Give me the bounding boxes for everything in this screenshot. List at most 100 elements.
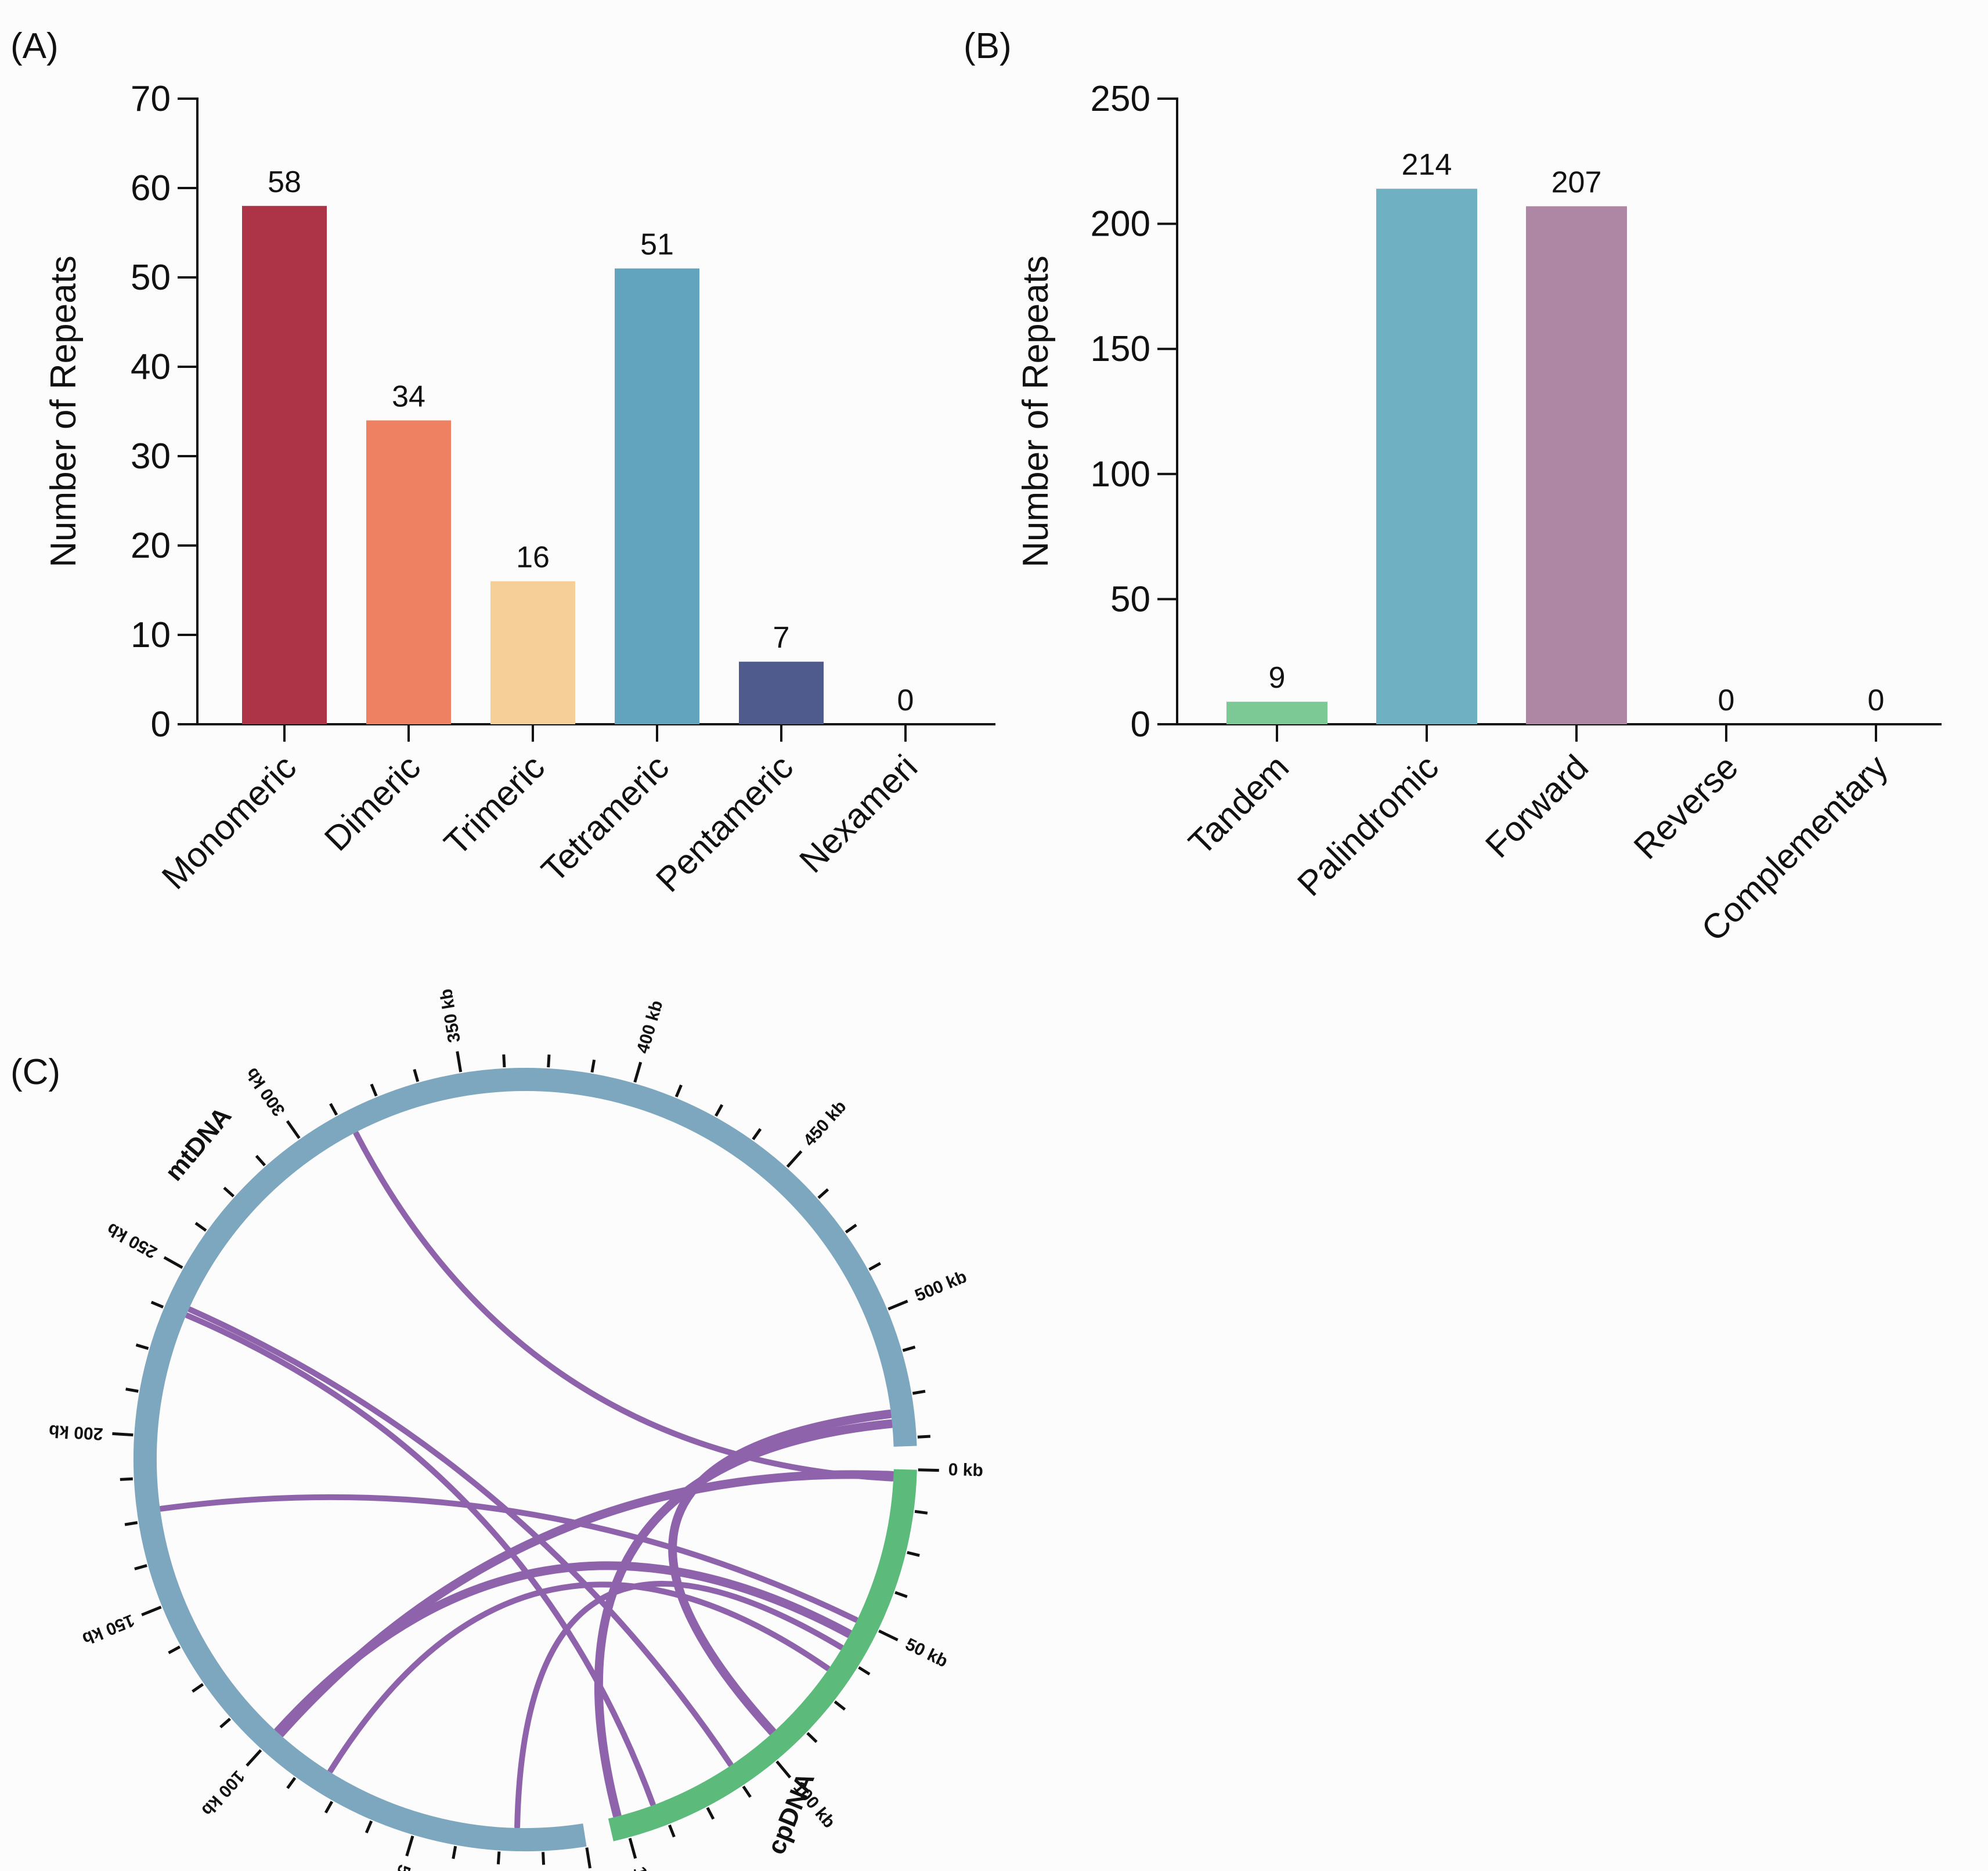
y-tick-label: 70 xyxy=(131,79,171,119)
mtdna-tick xyxy=(163,1256,183,1269)
y-tick-label: 0 xyxy=(1131,705,1150,745)
chord-link xyxy=(594,1419,896,1820)
mtdna-tick xyxy=(192,1683,204,1693)
mtdna-tick xyxy=(219,1717,231,1729)
mtdna-tick xyxy=(168,1645,181,1655)
cpdna-tick xyxy=(858,1666,871,1675)
mtdna-tick xyxy=(141,1605,162,1617)
chord-link xyxy=(184,1312,656,1807)
bar xyxy=(615,268,699,725)
mtdna-tick xyxy=(917,1435,930,1439)
mtdna-tick xyxy=(845,1223,857,1234)
bar-value-label: 16 xyxy=(516,541,550,575)
mtdna-tick xyxy=(112,1432,134,1437)
bar-value-label: 0 xyxy=(897,684,914,717)
mtdna-tick xyxy=(324,1801,334,1814)
bar-value-label: 34 xyxy=(392,380,425,413)
cpdna-tick-label: 150 kb xyxy=(630,1865,663,1871)
bar-value-label: 58 xyxy=(268,165,301,199)
chord-link xyxy=(327,1581,831,1774)
mtdna-arc xyxy=(134,1068,917,1851)
mtdna-tick xyxy=(413,1068,420,1082)
bar-value-label: 7 xyxy=(773,621,790,655)
panel-label-b: (B) xyxy=(964,26,1012,66)
cpdna-tick xyxy=(668,1824,676,1838)
bar xyxy=(739,662,824,724)
bar xyxy=(1376,189,1477,724)
cpdna-tick xyxy=(628,1837,637,1859)
mtdna-tick xyxy=(715,1104,724,1117)
y-tick-label: 60 xyxy=(131,168,171,208)
mtdna-tick xyxy=(674,1084,683,1097)
mtdna-tick xyxy=(134,1564,147,1570)
chord-link xyxy=(276,1470,897,1738)
bar xyxy=(1226,702,1327,724)
mtdna-tick xyxy=(902,1345,916,1352)
panel-label-c: (C) xyxy=(10,1052,60,1092)
bar-value-label: 207 xyxy=(1552,165,1602,199)
mtdna-tick xyxy=(633,1061,643,1083)
mtdna-tick xyxy=(223,1186,235,1198)
y-tick-label: 20 xyxy=(131,526,171,566)
chord-link xyxy=(514,1581,845,1830)
mtdna-tick xyxy=(194,1222,207,1232)
y-tick-label: 50 xyxy=(1110,579,1150,619)
bar xyxy=(490,581,575,724)
mtdna-tick xyxy=(786,1150,803,1168)
bar xyxy=(242,205,327,724)
mtdna-tick xyxy=(135,1343,149,1350)
bar-value-label: 9 xyxy=(1269,661,1286,695)
chord-link xyxy=(668,1409,894,1736)
y-tick-label: 40 xyxy=(131,347,171,387)
cpdna-arc xyxy=(608,1469,917,1841)
mtdna-tick xyxy=(286,1777,297,1789)
mtdna-tick xyxy=(868,1262,881,1271)
y-tick-label: 30 xyxy=(131,436,171,476)
y-tick-label: 50 xyxy=(131,258,171,298)
mtdna-tick xyxy=(365,1820,373,1834)
mtdna-tick xyxy=(496,1851,501,1865)
y-tick-label: 100 xyxy=(1091,454,1150,494)
chord-link xyxy=(353,1130,896,1482)
y-axis-title: Number of Repeats xyxy=(44,255,84,568)
bar xyxy=(1526,206,1627,724)
mtdna-tick xyxy=(452,1845,457,1859)
y-tick-label: 150 xyxy=(1091,329,1150,369)
y-tick-label: 250 xyxy=(1091,79,1150,119)
bar-value-label: 0 xyxy=(1868,684,1885,717)
mtdna-tick xyxy=(370,1083,378,1097)
bar xyxy=(366,420,451,724)
mtdna-tick xyxy=(817,1188,829,1200)
mtdna-tick xyxy=(887,1299,908,1311)
mtdna-tick xyxy=(246,1749,262,1767)
mtdna-tick xyxy=(329,1103,338,1116)
cpdna-tick xyxy=(894,1591,908,1598)
cpdna-tick xyxy=(918,1468,939,1472)
cpdna-tick-label: 0 kb xyxy=(948,1460,983,1480)
chord-link xyxy=(158,1494,859,1623)
cpdna-tick xyxy=(834,1700,846,1711)
mtdna-tick xyxy=(585,1847,592,1869)
bar-value-label: 0 xyxy=(1718,684,1735,717)
cpdna-tick xyxy=(907,1551,920,1557)
mtdna-tick xyxy=(286,1120,301,1139)
y-tick-label: 200 xyxy=(1091,204,1150,244)
y-axis-title: Number of Repeats xyxy=(1016,255,1056,568)
cpdna-tick xyxy=(914,1509,928,1515)
mtdna-tick xyxy=(542,1852,546,1865)
mtdna-tick xyxy=(124,1521,138,1526)
y-tick-label: 10 xyxy=(131,615,171,655)
mtdna-tick xyxy=(590,1059,596,1073)
cpdna-tick xyxy=(878,1629,899,1642)
cpdna-tick xyxy=(706,1807,715,1820)
mtdna-tick xyxy=(456,1051,463,1072)
panel-label-a: (A) xyxy=(10,26,59,66)
mtdna-tick xyxy=(752,1128,762,1140)
mtdna-tick xyxy=(405,1835,414,1856)
cpdna-tick xyxy=(775,1760,792,1779)
mtdna-tick-label: 200 kb xyxy=(48,1421,103,1444)
cpdna-tick xyxy=(742,1785,752,1798)
bar-value-label: 214 xyxy=(1402,148,1452,182)
